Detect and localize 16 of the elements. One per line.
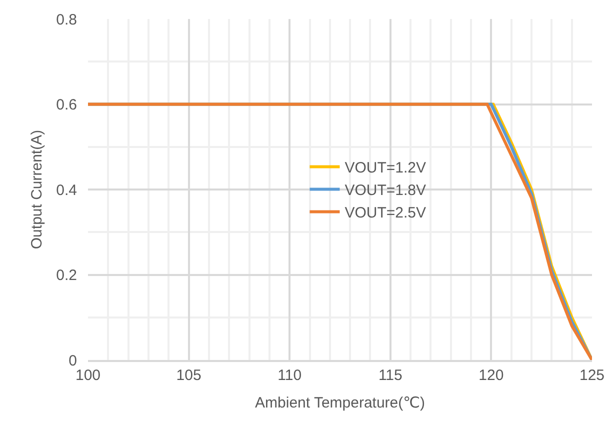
y-tick-label: 0 [68,352,77,370]
x-tick-label: 125 [579,366,605,384]
y-axis-title: Output Current(A) [28,130,46,250]
x-tick-label: 100 [75,366,101,384]
x-tick-label: 115 [378,366,402,384]
y-tick-label: 0.8 [56,11,77,28]
x-axis-title: Ambient Temperature(℃) [255,394,425,412]
y-tick-label: 0.4 [56,182,77,199]
legend-label: VOUT=1.2V [344,160,426,177]
x-tick-label: 105 [176,366,202,384]
x-tick-label: 120 [478,366,504,384]
legend-label: VOUT=1.8V [344,182,426,200]
y-tick-label: 0.2 [56,267,77,284]
legend-label: VOUT=2.5V [344,204,426,222]
x-tick-label: 110 [278,366,302,384]
y-tick-label: 0.6 [56,96,77,114]
